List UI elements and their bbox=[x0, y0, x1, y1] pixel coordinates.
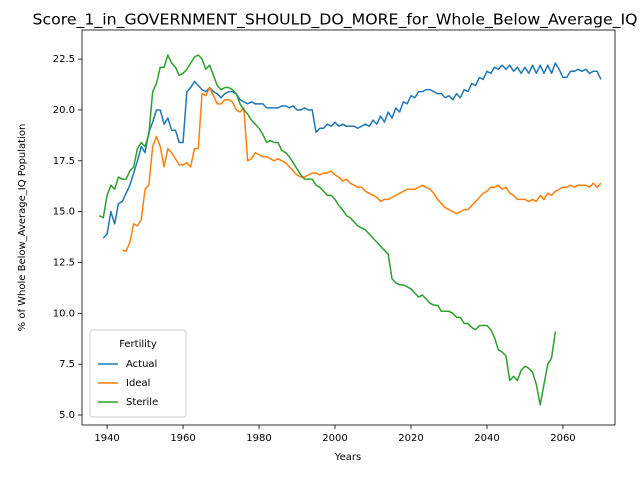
y-tick-label: 17.5 bbox=[53, 156, 75, 167]
x-axis-label: Years bbox=[334, 452, 361, 463]
x-tick-label: 2040 bbox=[474, 433, 499, 444]
legend: Fertility Actual Ideal Sterile bbox=[89, 329, 187, 418]
x-tick-label: 1960 bbox=[170, 433, 195, 444]
y-tick-label: 7.5 bbox=[59, 359, 75, 370]
legend-label: Actual bbox=[126, 359, 157, 370]
legend-label: Ideal bbox=[126, 378, 150, 389]
x-tick-label: 1980 bbox=[246, 433, 271, 444]
y-tick-label: 5.0 bbox=[59, 410, 75, 421]
plot-frame bbox=[81, 29, 616, 426]
y-tick-label: 12.5 bbox=[53, 257, 75, 268]
y-tick-label: 15.0 bbox=[53, 207, 75, 218]
x-tick-label: 2060 bbox=[550, 433, 575, 444]
x-tick-label: 1940 bbox=[94, 433, 119, 444]
y-tick-label: 22.5 bbox=[53, 54, 75, 65]
chart-title: Score_1_in_GOVERNMENT_SHOULD_DO_MORE_for… bbox=[33, 11, 638, 30]
legend-box bbox=[89, 329, 187, 418]
x-tick-label: 2000 bbox=[322, 433, 347, 444]
x-tick-label: 2020 bbox=[398, 433, 423, 444]
legend-title: Fertility bbox=[119, 339, 157, 350]
y-axis-label: % of Whole Below_Average_IQ Population bbox=[17, 124, 28, 332]
y-tick-label: 10.0 bbox=[53, 308, 75, 319]
series-line bbox=[102, 62, 602, 239]
series-line bbox=[122, 86, 602, 253]
legend-label: Sterile bbox=[126, 397, 158, 408]
y-tick-label: 20.0 bbox=[53, 105, 75, 116]
series-line bbox=[99, 54, 557, 406]
